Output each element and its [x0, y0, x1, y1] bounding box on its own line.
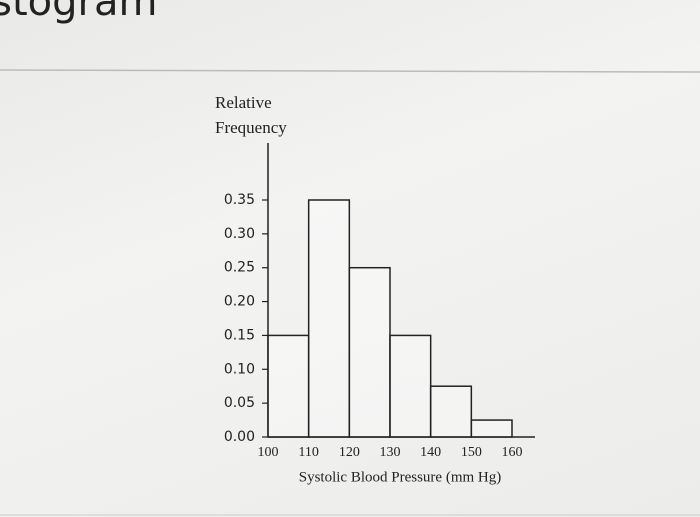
y-tick-label: 0.10 — [224, 361, 255, 377]
bar — [389, 334, 432, 438]
y-axis-label: Relative Frequency — [215, 93, 287, 137]
y-tick-label: 0.35 — [224, 192, 255, 208]
y-tick-label: 0.15 — [224, 327, 255, 343]
x-tick-label: 120 — [339, 445, 360, 460]
y-tick-label: 0.05 — [224, 395, 255, 411]
y-tick-label: 0.00 — [224, 429, 255, 445]
x-axis-label: Systolic Blood Pressure (mm Hg) — [299, 469, 502, 485]
x-tick-label: 110 — [298, 445, 318, 460]
x-tick-label: 160 — [502, 445, 523, 460]
bar — [307, 199, 351, 438]
x-tick-label: 140 — [420, 445, 441, 460]
y-tick-label: 0.30 — [224, 226, 255, 242]
x-tick-label: 150 — [461, 445, 482, 460]
bar — [429, 385, 473, 438]
separator — [0, 69, 700, 73]
bar — [470, 419, 513, 438]
x-tick-label: 130 — [380, 445, 401, 460]
chart-title: istogram — [0, 0, 157, 25]
y-tick-label: 0.25 — [224, 260, 255, 276]
bar — [348, 266, 391, 438]
x-tick-label: 100 — [258, 445, 279, 460]
bar — [267, 334, 310, 438]
y-tick-label: 0.20 — [224, 294, 255, 310]
